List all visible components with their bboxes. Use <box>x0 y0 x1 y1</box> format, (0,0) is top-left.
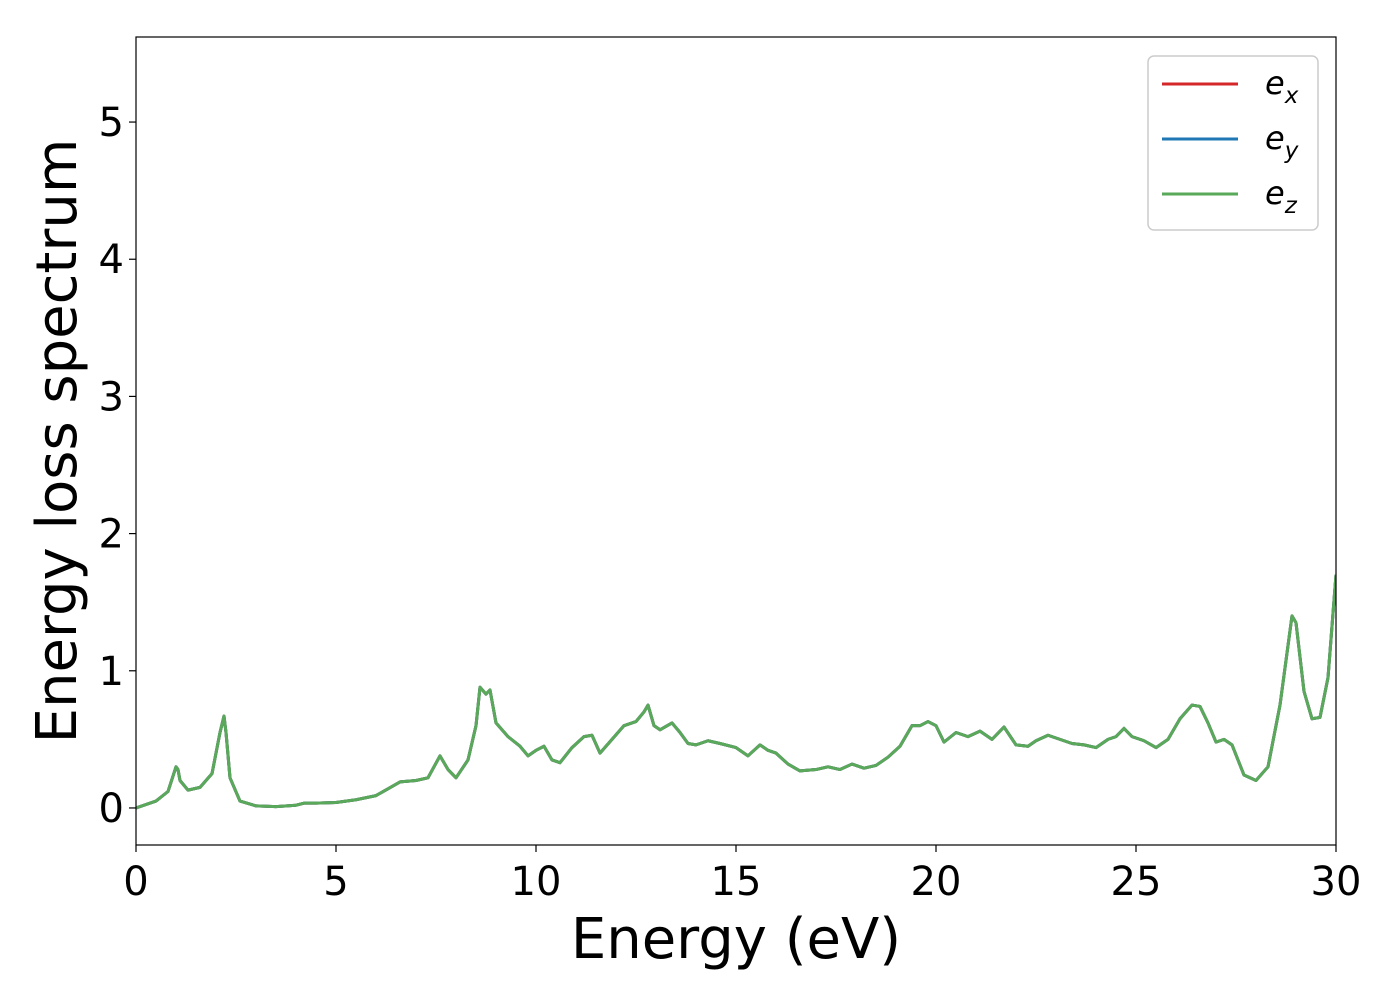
x-axis: 0 5 10 15 20 25 30 <box>123 845 1361 905</box>
x-tick-label: 20 <box>911 859 962 905</box>
x-tick-label: 10 <box>511 859 562 905</box>
y-tick-label: 1 <box>99 649 124 695</box>
x-tick-label: 0 <box>123 859 148 905</box>
y-axis: 0 1 2 3 4 5 <box>99 100 136 832</box>
y-tick-label: 0 <box>99 786 124 832</box>
y-tick-label: 3 <box>99 374 124 420</box>
y-tick-label: 5 <box>99 100 124 146</box>
x-tick-label: 15 <box>711 859 762 905</box>
y-tick-label: 2 <box>99 512 124 558</box>
y-axis-label: Energy loss spectrum <box>25 139 90 744</box>
x-tick-label: 5 <box>323 859 348 905</box>
series-layer <box>136 574 1336 810</box>
series-line-e-z <box>136 574 1336 810</box>
x-axis-label: Energy (eV) <box>571 907 901 972</box>
y-tick-label: 4 <box>99 237 124 283</box>
x-tick-label: 25 <box>1111 859 1162 905</box>
legend-box <box>1147 55 1319 231</box>
x-tick-label: 30 <box>1311 859 1362 905</box>
